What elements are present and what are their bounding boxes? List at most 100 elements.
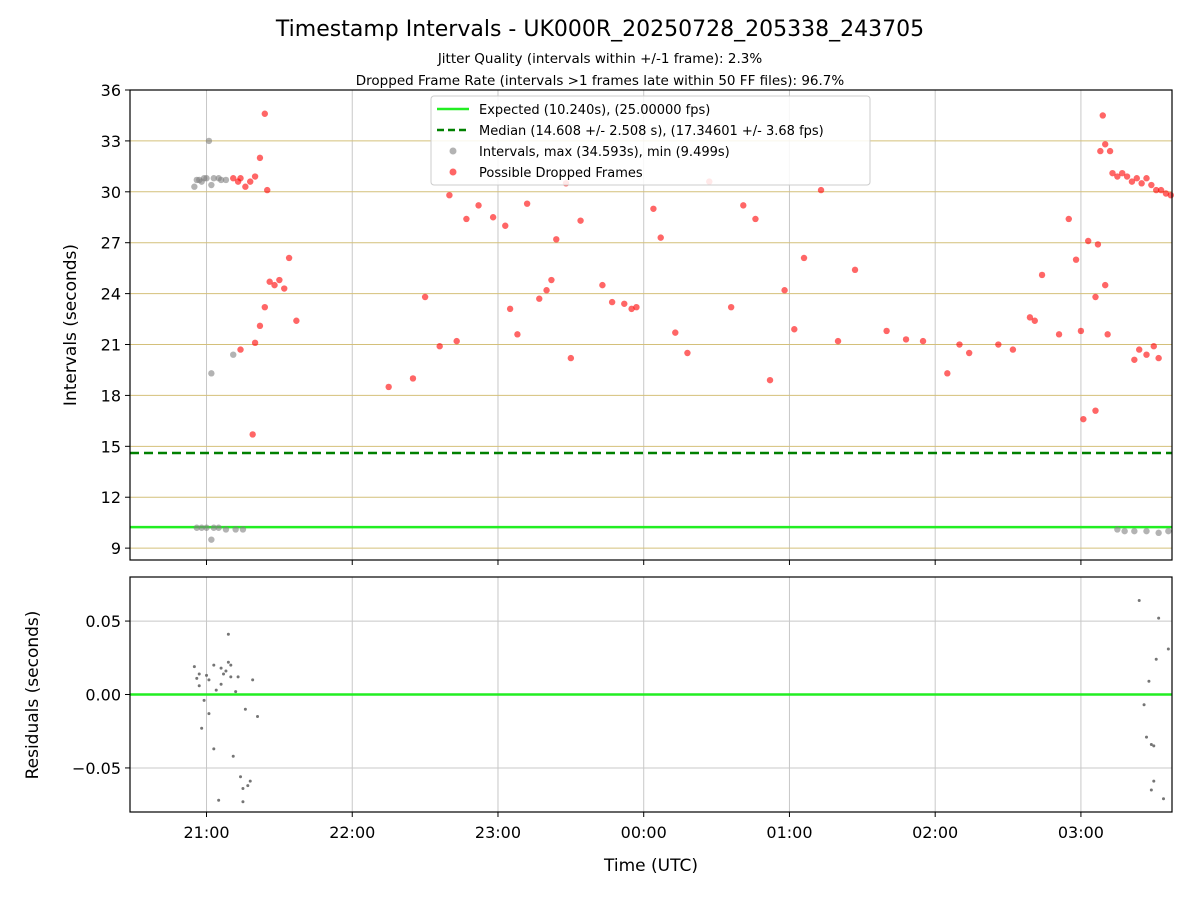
residual-point (234, 690, 238, 694)
dropped-frame-point (271, 281, 278, 289)
legend-dropped-marker (449, 168, 457, 176)
dropped-frame-point (851, 266, 859, 274)
dropped-frame-point (489, 214, 497, 221)
dropped-frame-point (1128, 178, 1136, 185)
dropped-frame-point (475, 202, 482, 209)
dropped-frame-point (385, 383, 392, 391)
residual-point (226, 660, 230, 664)
residual-point (219, 666, 223, 670)
residual-point (219, 682, 223, 686)
dropped-frame-point (1065, 215, 1072, 223)
residual-point (1152, 744, 1156, 748)
dropped-frame-point (621, 300, 628, 307)
residual-point (195, 676, 199, 680)
dropped-frame-point (237, 346, 244, 353)
dropped-frame-point (1143, 351, 1150, 358)
dropped-frame-point (285, 254, 293, 262)
chart-subtitle-jitter: Jitter Quality (intervals within +/-1 fr… (437, 51, 763, 67)
dropped-frame-point (672, 329, 679, 336)
dropped-frame-point (446, 191, 453, 199)
y-tick-label: 36 (101, 81, 121, 100)
residual-point (243, 707, 247, 711)
interval-point (205, 137, 213, 145)
dropped-frame-point (502, 222, 509, 229)
residuals-xlabel: Time (UTC) (603, 856, 698, 876)
dropped-frame-point (293, 317, 300, 324)
y-tick-label: 30 (101, 183, 121, 202)
residuals-plot: 21:00 22:00 23:00 00:00 01:00 02:00 03:00 −0.05… (23, 576, 1173, 876)
dropped-frame-point (261, 303, 269, 311)
interval-point (208, 370, 215, 377)
interval-point (208, 181, 215, 189)
residual-point (229, 663, 233, 667)
dropped-frame-point (1167, 191, 1174, 199)
dropped-frame-point (1094, 241, 1102, 248)
interval-point (191, 183, 198, 190)
dropped-frame-point (883, 327, 890, 335)
residual-point (256, 715, 260, 719)
residual-point (207, 678, 211, 682)
y-tick-label: 18 (101, 386, 121, 405)
residual-point (1147, 679, 1151, 683)
intervals-plot-frame (129, 89, 1173, 561)
residual-point (1152, 779, 1156, 783)
y-tick-label: −0.05 (72, 759, 121, 778)
intervals-ylabel: Intervals (seconds) (61, 244, 81, 406)
dropped-frame-point (543, 287, 550, 294)
dropped-frame-point (237, 175, 244, 182)
dropped-frame-point (251, 173, 259, 180)
legend-median-label: Median (14.608 +/- 2.508 s), (17.34601 +… (479, 124, 824, 139)
dropped-frame-point (956, 341, 963, 348)
residual-point (1161, 797, 1165, 801)
interval-point (208, 536, 215, 543)
residual-point (1154, 657, 1158, 661)
dropped-frame-point (1031, 317, 1038, 324)
y-tick-label: 15 (101, 437, 121, 456)
residual-point (251, 678, 255, 682)
dropped-frame-point (902, 336, 910, 343)
interval-point (230, 351, 237, 358)
interval-point (222, 176, 230, 184)
intervals-legend: Expected (10.240s), (25.00000 fps) Media… (430, 95, 871, 186)
dropped-frame-point (1009, 346, 1017, 353)
residual-point (1149, 742, 1153, 746)
dropped-frame-point (834, 337, 842, 345)
dropped-frame-point (919, 337, 927, 345)
dropped-frame-point (421, 293, 429, 301)
residuals-points (192, 599, 1170, 804)
y-tick-label: 0.00 (85, 686, 121, 705)
dropped-frame-point (740, 202, 747, 209)
dropped-frame-point (251, 339, 259, 347)
dropped-frame-point (628, 305, 635, 313)
x-tick-label: 01:00 (766, 823, 812, 842)
dropped-frame-point (766, 376, 774, 384)
dropped-frame-point (1102, 281, 1109, 289)
dropped-frame-point (1155, 354, 1162, 362)
y-tick-label: 24 (101, 285, 121, 304)
dropped-frame-point (548, 276, 555, 284)
dropped-frame-point (230, 175, 237, 182)
intervals-axis-ticks: 9 12 15 18 21 24 27 30 33 36 (101, 81, 1082, 565)
x-tick-label: 21:00 (183, 823, 229, 842)
residual-point (214, 688, 218, 692)
dropped-frame-point (247, 178, 254, 185)
residual-point (1166, 647, 1170, 651)
interval-point (1131, 527, 1138, 535)
legend-dropped-label: Possible Dropped Frames (479, 166, 643, 181)
dropped-frame-point (1109, 169, 1116, 177)
interval-point (1155, 529, 1162, 537)
interval-point (222, 526, 230, 533)
dropped-frame-point (506, 305, 514, 313)
residual-point (1137, 599, 1141, 602)
dropped-frame-point (261, 110, 269, 117)
dropped-frame-point (1104, 331, 1111, 338)
residual-point (236, 675, 240, 679)
residual-point (241, 787, 245, 790)
dropped-frame-point (1143, 175, 1150, 182)
dropped-frame-point (463, 215, 470, 223)
residual-point (200, 726, 204, 730)
dropped-frame-point (276, 276, 283, 284)
residuals-axis-ticks: 21:00 22:00 23:00 00:00 01:00 02:00 03:00 −0.05… (72, 612, 1104, 842)
dropped-frame-point (1102, 141, 1109, 148)
